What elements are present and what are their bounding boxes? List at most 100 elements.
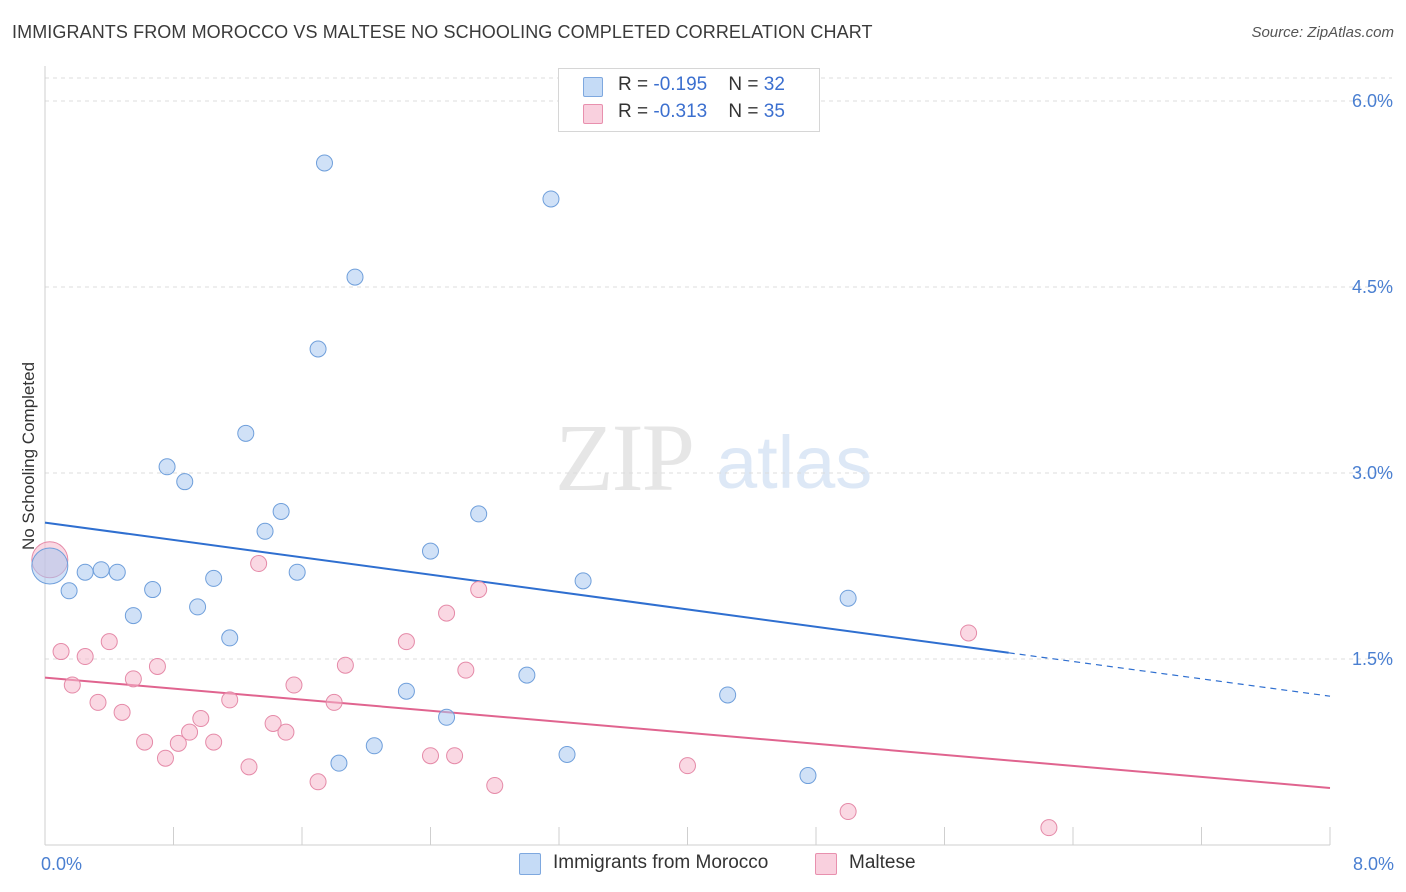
data-point-morocco [237,424,255,442]
data-point-maltese [124,670,142,688]
data-point-maltese [325,693,343,711]
data-point-morocco [189,598,207,616]
data-point-morocco [397,682,415,700]
data-point-maltese [285,676,303,694]
data-point-maltese [221,691,239,709]
data-point-maltese [397,633,415,651]
data-point-maltese [181,723,199,741]
stats-n-label: N = [728,74,764,95]
data-point-morocco [542,190,560,208]
data-point-morocco [438,708,456,726]
data-point-maltese [839,803,857,821]
trend-line-1 [44,676,1331,789]
data-point-maltese [264,714,282,732]
data-point-morocco [719,686,737,704]
legend-label-morocco: Immigrants from Morocco [553,852,769,873]
chart-title: IMMIGRANTS FROM MOROCCO VS MALTESE NO SC… [12,22,873,42]
data-point-morocco [288,563,306,581]
data-point-maltese [148,657,166,675]
legend-swatch-maltese [815,853,837,875]
data-point-morocco [31,547,69,585]
data-point-morocco [470,505,488,523]
data-point-morocco [176,473,194,491]
stats-r-value: -0.195 [653,74,708,95]
data-point-morocco [205,569,223,587]
data-point-maltese [76,648,94,666]
data-point-maltese [52,643,70,661]
data-point-morocco [365,737,383,755]
stats-r-label: R = [618,101,654,122]
y-tick-label: 6.0% [1352,91,1393,111]
data-point-morocco [76,563,94,581]
legend-label-maltese: Maltese [849,852,916,873]
data-point-maltese [156,749,174,767]
data-point-maltese [336,656,354,674]
data-point-morocco [558,745,576,763]
data-point-maltese [422,747,439,765]
trend-line-extension-0 [1008,652,1331,697]
stats-swatch-morocco [583,77,603,97]
legend-swatch-morocco [519,853,541,875]
data-point-morocco [315,154,333,172]
data-point-maltese [457,661,475,679]
data-point-maltese [113,703,131,721]
x-tick-label: 8.0% [1353,854,1394,874]
watermark-zip: ZIP [555,404,693,511]
data-point-maltese [679,757,696,775]
data-point-maltese [438,604,456,622]
stats-r-value: -0.313 [653,101,708,122]
data-point-morocco [158,458,176,476]
data-point-morocco [346,268,364,286]
data-point-maltese [960,624,978,642]
data-point-morocco [108,563,126,581]
data-point-maltese [192,710,210,728]
data-point-maltese [486,776,504,794]
data-point-maltese [100,633,118,651]
data-point-morocco [330,754,348,772]
stats-r-label: R = [618,74,654,95]
data-point-maltese [446,747,464,765]
grid-lines [45,77,1392,660]
stats-box: R = -0.195 N = 32 R = -0.313 N = 35 [558,68,820,132]
data-point-maltese [240,758,258,776]
trend-lines [44,521,1331,789]
stats-swatch-maltese [583,104,603,124]
watermark: ZIP atlas [555,404,872,511]
data-point-maltese [1040,819,1058,837]
watermark-atlas: atlas [716,421,872,504]
y-tick-label: 4.5% [1352,277,1393,297]
data-point-morocco [272,502,290,520]
data-point-maltese [89,693,107,711]
data-point-morocco [92,561,110,579]
data-point-morocco [221,629,239,647]
data-point-morocco [144,581,162,599]
data-point-morocco [422,542,439,560]
tick-labels: 1.5% 3.0% 4.5% 6.0% 0.0% 8.0% [41,91,1394,874]
y-tick-label: 3.0% [1352,463,1393,483]
data-point-maltese [136,733,154,751]
data-point-maltese [309,773,327,791]
data-point-morocco [799,767,817,785]
data-point-maltese [277,723,295,741]
stats-n-label: N = [728,101,764,122]
data-point-morocco [256,522,274,540]
x-tick-label: 0.0% [41,854,82,874]
trend-line-0 [44,521,1009,654]
data-point-morocco [518,666,536,684]
y-tick-label: 1.5% [1352,649,1393,669]
data-point-morocco [839,589,857,607]
data-point-maltese [250,555,268,573]
axes [44,66,1331,846]
data-point-maltese [169,734,187,752]
data-point-maltese [470,581,488,599]
data-points [31,154,1058,837]
source-label: Source: ZipAtlas.com [1251,24,1394,41]
stats-n-value: 35 [763,101,785,122]
data-point-morocco [124,607,142,625]
data-point-maltese [205,733,223,751]
data-point-morocco [309,340,327,358]
data-point-morocco [574,572,592,590]
data-point-morocco [60,582,78,600]
data-point-maltese [63,676,81,694]
